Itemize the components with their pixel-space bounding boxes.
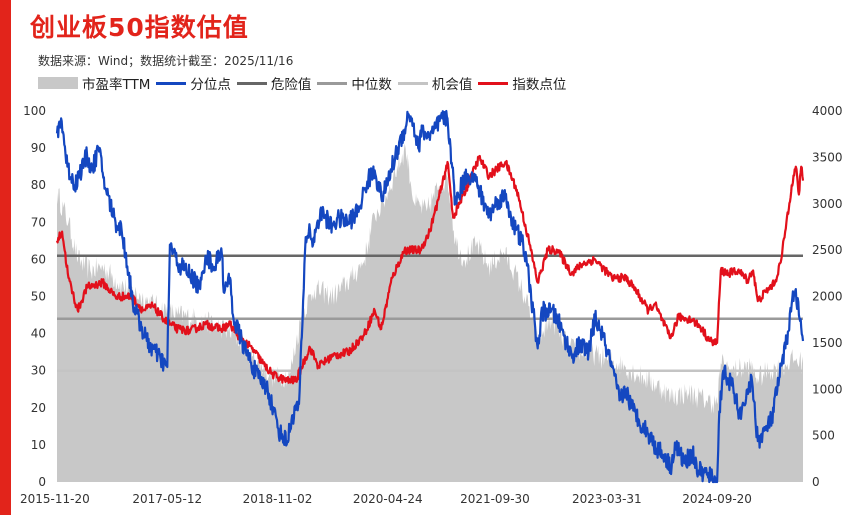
y-left-tick-label: 50: [31, 290, 46, 304]
x-tick-label: 2021-09-30: [460, 492, 530, 506]
legend-label-opportunity: 机会值: [431, 77, 473, 93]
legend-label-median: 中位数: [351, 77, 392, 93]
percentile-line: [55, 109, 805, 484]
y-right-tick-label: 2500: [812, 243, 843, 257]
legend-label-percentile: 分位点: [190, 77, 231, 93]
y-left-tick-label: 100: [23, 104, 46, 118]
accent-bar: [0, 0, 11, 515]
legend-label-danger: 危险值: [270, 77, 312, 93]
legend-label-index: 指数点位: [512, 77, 567, 93]
chart-legend: 市盈率TTM 分位点 危险值 中位数 机会值 指数点位: [38, 73, 572, 93]
y-left-tick-label: 70: [31, 215, 46, 229]
x-tick-label: 2020-04-24: [353, 492, 423, 506]
legend-item-pe: 市盈率TTM: [38, 73, 150, 93]
page-title: 创业板50指数估值: [30, 13, 249, 42]
y-right-tick-label: 2000: [812, 290, 843, 304]
y-left-tick-label: 30: [31, 364, 46, 378]
legend-swatch-index: [478, 81, 509, 85]
legend-item-median: 中位数: [317, 73, 392, 93]
y-left-tick-label: 40: [31, 327, 46, 341]
legend-swatch-danger: [236, 81, 267, 85]
y-left-tick-label: 20: [31, 401, 46, 415]
y-left-tick-label: 80: [31, 178, 46, 192]
legend-label-pe: 市盈率TTM: [82, 77, 151, 93]
x-tick-label: 2024-09-20: [682, 492, 752, 506]
y-left-tick-label: 10: [31, 438, 46, 452]
legend-swatch-median: [317, 81, 348, 85]
y-right-tick-label: 3000: [812, 197, 843, 211]
legend-item-index: 指数点位: [478, 73, 566, 93]
y-right-tick-label: 1000: [812, 382, 843, 396]
y-right-tick-label: 1500: [812, 336, 843, 350]
x-tick-label: 2017-05-12: [132, 492, 202, 506]
legend-swatch-pe: [38, 77, 78, 89]
index-level-line: [55, 154, 805, 385]
legend-item-percentile: 分位点: [156, 73, 231, 93]
y-right-tick-label: 4000: [812, 104, 843, 118]
legend-swatch-opportunity: [397, 81, 428, 85]
y-right-tick-label: 3500: [812, 150, 843, 164]
legend-swatch-percentile: [156, 81, 187, 85]
x-tick-label: 2023-03-31: [572, 492, 642, 506]
y-right-tick-label: 0: [812, 475, 820, 489]
data-source-note: 数据来源：Wind；数据统计截至：2025/11/16: [38, 54, 294, 68]
y-left-tick-label: 90: [31, 141, 46, 155]
y-left-tick-label: 60: [31, 252, 46, 266]
x-tick-label: 2018-11-02: [243, 492, 313, 506]
pe-ttm-area: [57, 143, 803, 482]
x-tick-label: 2015-11-20: [20, 492, 90, 506]
legend-item-opportunity: 机会值: [397, 73, 473, 93]
y-left-tick-label: 0: [38, 475, 46, 489]
y-right-tick-label: 500: [812, 429, 835, 443]
legend-item-danger: 危险值: [236, 73, 312, 93]
